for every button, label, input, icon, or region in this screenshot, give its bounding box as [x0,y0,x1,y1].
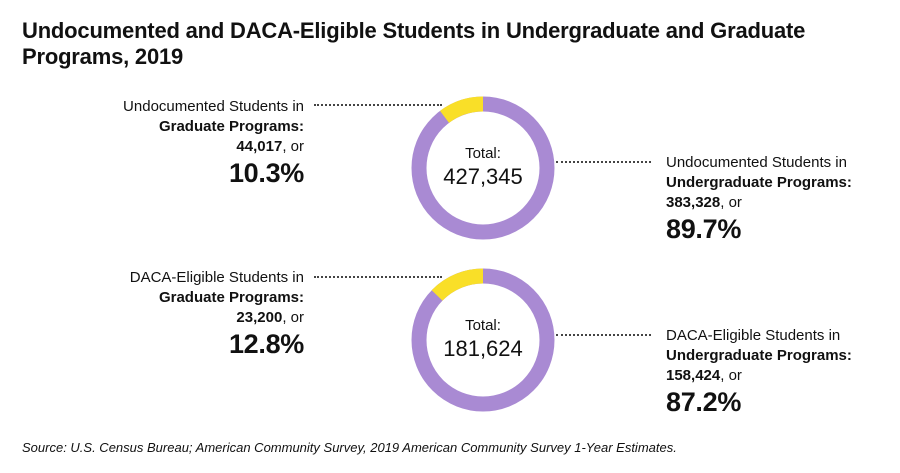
leader-line-left-1 [314,104,442,106]
slice-graduate-undocumented [411,96,555,240]
total-label: Total: [465,317,501,334]
label-count: 44,017 [236,138,283,155]
donut-svg-daca [411,268,555,412]
total-value: 427,345 [443,164,523,189]
label-percent: 10.3% [228,158,304,188]
label-percent: 12.8% [228,329,304,359]
donut-center-daca: Total: 181,624 [410,267,556,413]
label-category: Graduate Programs: [158,118,304,135]
label-line: DACA-Eligible Students in [666,327,841,344]
label-category: Graduate Programs: [158,289,304,306]
label-category: Undergraduate Programs: [666,174,852,191]
donut-svg-undocumented [411,96,555,240]
label-suffix: , or [720,367,742,384]
label-suffix: , or [282,309,304,326]
label-line: Undocumented Students in [666,154,847,171]
label-suffix: , or [720,194,742,211]
leader-line-left-2 [314,276,442,278]
label-count: 23,200 [236,309,283,326]
label-count: 383,328 [666,194,721,211]
label-percent: 89.7% [666,214,742,244]
label-graduate-undocumented: Undocumented Students in Graduate Progra… [64,97,304,189]
chart-title: Undocumented and DACA-Eligible Students … [22,18,806,69]
total-label: Total: [465,145,501,162]
donut-chart-undocumented: Total: 427,345 [410,95,556,241]
label-undergraduate-daca: DACA-Eligible Students in Undergraduate … [666,326,896,418]
label-line: DACA-Eligible Students in [129,269,304,286]
label-percent: 87.2% [666,387,742,417]
slice-graduate-daca [411,268,555,412]
label-undergraduate-undocumented: Undocumented Students in Undergraduate P… [666,153,896,245]
donut-chart-daca: Total: 181,624 [410,267,556,413]
leader-line-right-1 [556,161,651,163]
leader-line-right-2 [556,334,651,336]
total-value: 181,624 [443,336,523,361]
donut-center-undocumented: Total: 427,345 [410,95,556,241]
label-line: Undocumented Students in [123,98,304,115]
source-note: Source: U.S. Census Bureau; American Com… [22,440,677,455]
label-suffix: , or [282,138,304,155]
label-graduate-daca: DACA-Eligible Students in Graduate Progr… [64,268,305,360]
label-category: Undergraduate Programs: [666,347,852,364]
label-count: 158,424 [666,367,721,384]
